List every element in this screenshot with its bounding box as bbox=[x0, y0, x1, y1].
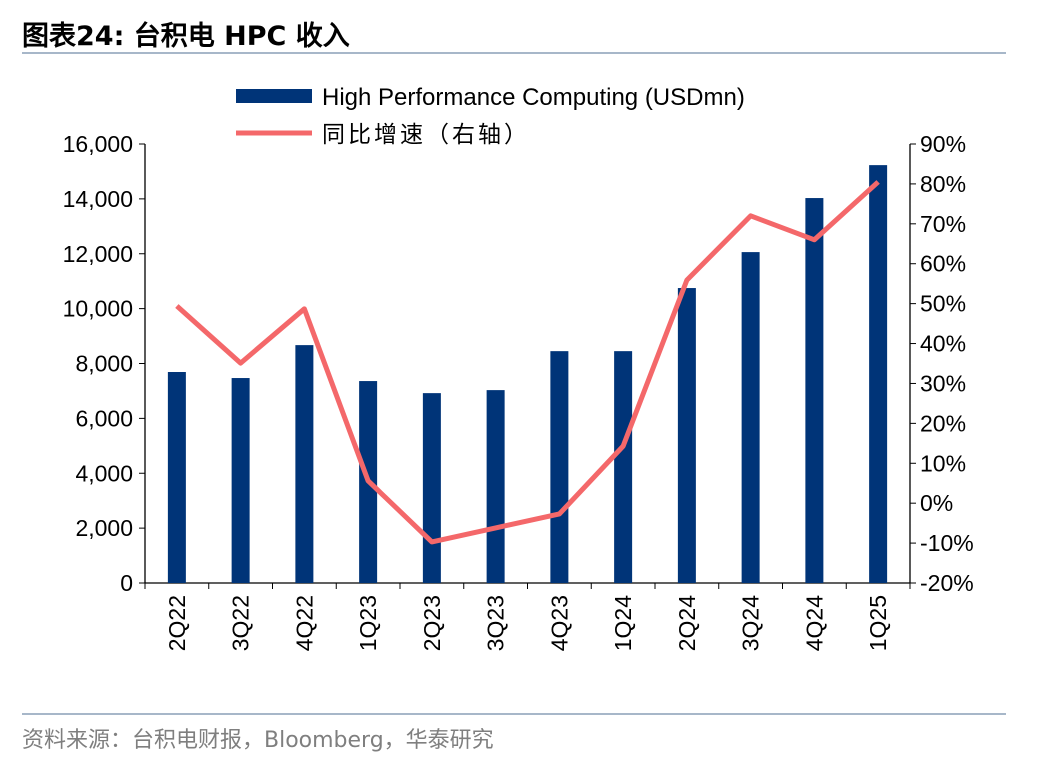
bar bbox=[486, 390, 505, 583]
source-note: 资料来源：台积电财报，Bloomberg，华泰研究 bbox=[22, 728, 494, 753]
right-tick-label: 10% bbox=[920, 450, 966, 476]
bar bbox=[614, 351, 633, 583]
right-tick-label: 30% bbox=[920, 370, 966, 396]
left-tick-label: 6,000 bbox=[75, 405, 133, 431]
x-tick-label: 4Q22 bbox=[291, 595, 317, 651]
x-tick-label: 2Q24 bbox=[674, 595, 700, 651]
bar bbox=[869, 165, 888, 583]
right-tick-label: 90% bbox=[920, 131, 966, 157]
x-tick-label: 3Q22 bbox=[228, 595, 254, 651]
legend-bar-label: High Performance Computing (USDmn) bbox=[322, 84, 745, 111]
left-tick-label: 0 bbox=[120, 570, 133, 596]
left-tick-label: 14,000 bbox=[63, 186, 133, 212]
right-tick-label: 60% bbox=[920, 251, 966, 277]
left-tick-label: 8,000 bbox=[75, 351, 133, 377]
left-tick-label: 2,000 bbox=[75, 515, 133, 541]
x-tick-label: 1Q24 bbox=[610, 595, 636, 651]
bar bbox=[231, 378, 250, 583]
x-tick-label: 4Q24 bbox=[801, 595, 827, 651]
growth-line bbox=[175, 180, 880, 545]
right-tick-label: 20% bbox=[920, 410, 966, 436]
right-tick-label: -20% bbox=[920, 570, 974, 596]
x-tick-label: 2Q23 bbox=[419, 595, 445, 651]
right-tick-label: 80% bbox=[920, 171, 966, 197]
left-tick-label: 4,000 bbox=[75, 460, 133, 486]
bar bbox=[167, 372, 186, 583]
legend-line-label: 同比增速（右轴） bbox=[322, 121, 530, 147]
legend-bar-swatch bbox=[236, 89, 312, 103]
left-tick-label: 12,000 bbox=[63, 241, 133, 267]
x-tick-label: 1Q25 bbox=[865, 595, 891, 651]
bar bbox=[805, 198, 824, 583]
x-tick-label: 3Q24 bbox=[738, 595, 764, 651]
right-tick-label: 50% bbox=[920, 291, 966, 317]
x-tick-label: 1Q23 bbox=[355, 595, 381, 651]
bar bbox=[677, 288, 696, 583]
x-tick-label: 2Q22 bbox=[164, 595, 190, 651]
bar bbox=[741, 252, 760, 583]
right-tick-label: 0% bbox=[920, 490, 953, 516]
left-tick-label: 10,000 bbox=[63, 296, 133, 322]
top-divider bbox=[22, 52, 1006, 54]
bar bbox=[422, 393, 441, 583]
figure-title: 图表24: 台积电 HPC 收入 bbox=[22, 21, 350, 52]
right-tick-label: 70% bbox=[920, 211, 966, 237]
x-tick-label: 3Q23 bbox=[483, 595, 509, 651]
bottom-divider bbox=[22, 713, 1006, 715]
bar bbox=[295, 345, 314, 583]
left-tick-label: 16,000 bbox=[63, 131, 133, 157]
right-tick-label: 40% bbox=[920, 331, 966, 357]
x-tick-label: 4Q23 bbox=[546, 595, 572, 651]
right-tick-label: -10% bbox=[920, 530, 974, 556]
bar bbox=[550, 351, 569, 583]
